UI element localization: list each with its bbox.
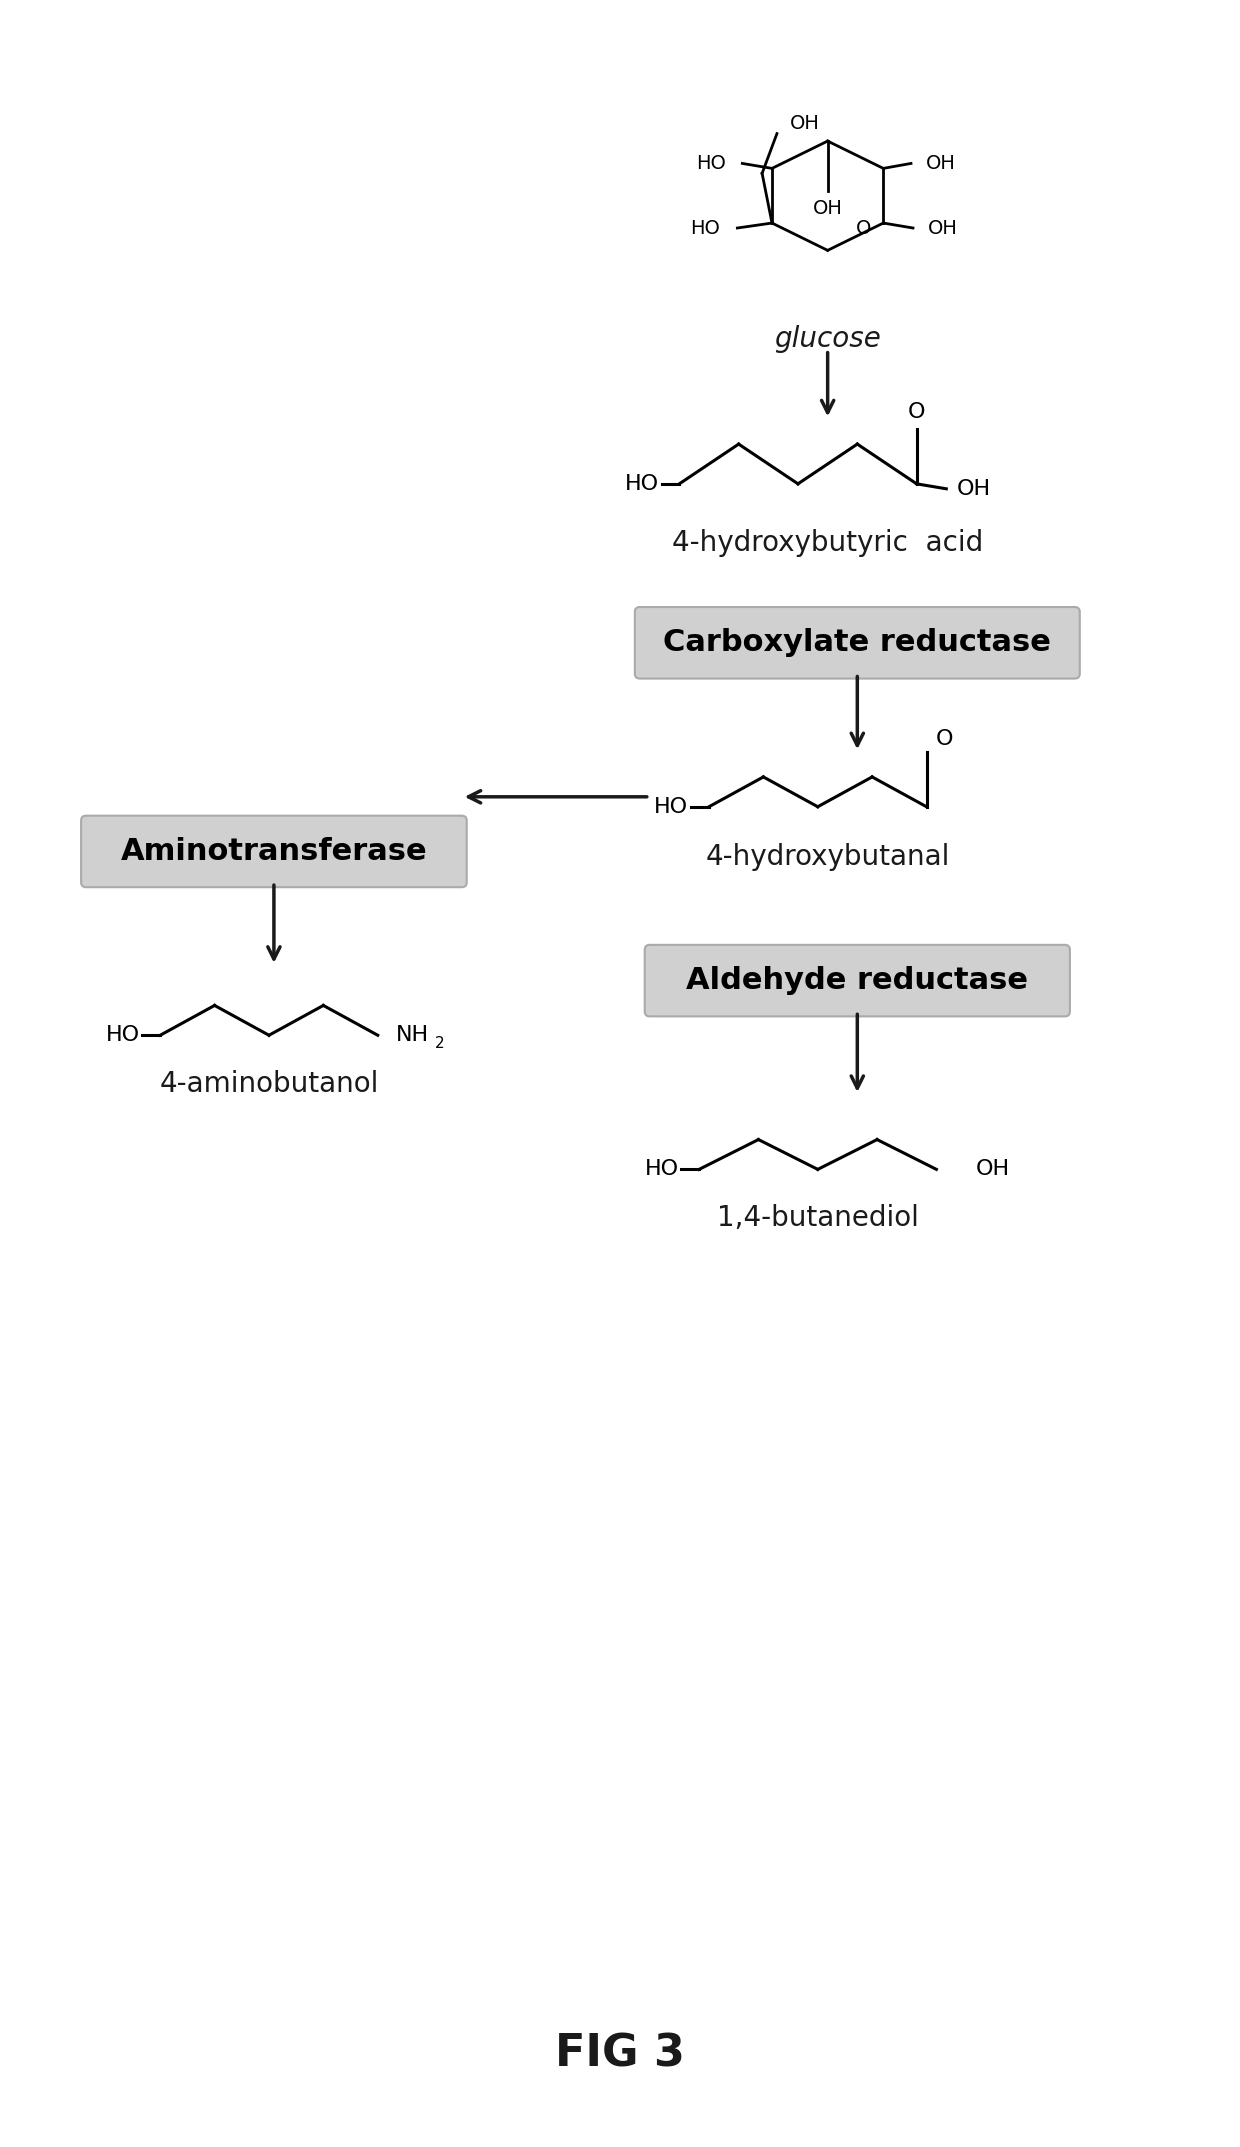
Text: Carboxylate reductase: Carboxylate reductase [663,629,1052,657]
Text: HO: HO [655,797,688,816]
Text: OH: OH [926,155,956,174]
Text: FIG 3: FIG 3 [556,2031,684,2076]
Text: 4-hydroxybutyric  acid: 4-hydroxybutyric acid [672,528,983,556]
Text: OH: OH [812,200,843,219]
Text: OH: OH [957,479,991,498]
Text: 1,4-butanediol: 1,4-butanediol [717,1204,919,1232]
Text: HO: HO [645,1159,678,1179]
FancyBboxPatch shape [81,816,466,887]
FancyBboxPatch shape [635,608,1080,678]
Text: NH: NH [396,1026,429,1046]
Text: HO: HO [696,155,725,174]
Text: OH: OH [790,114,820,133]
Text: O: O [935,730,954,749]
Text: Aminotransferase: Aminotransferase [120,837,428,865]
Text: 4-hydroxybutanal: 4-hydroxybutanal [706,844,950,872]
Text: glucose: glucose [774,324,882,352]
Text: HO: HO [625,474,658,494]
Text: Aldehyde reductase: Aldehyde reductase [686,966,1028,994]
Text: HO: HO [105,1026,140,1046]
Text: 2: 2 [435,1035,445,1050]
Text: O: O [856,219,870,238]
Text: O: O [908,401,925,423]
FancyBboxPatch shape [645,945,1070,1016]
Text: OH: OH [976,1159,1011,1179]
Text: 4-aminobutanol: 4-aminobutanol [159,1069,378,1097]
Text: HO: HO [689,219,719,238]
Text: OH: OH [928,219,957,238]
